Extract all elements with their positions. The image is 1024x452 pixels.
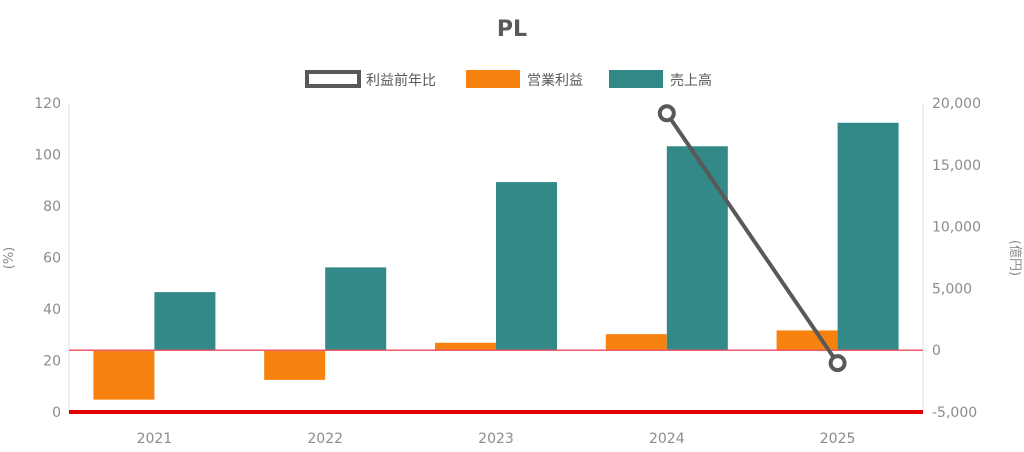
chart-title: PL <box>497 17 527 42</box>
bar-operating-profit <box>264 350 326 380</box>
bar-sales <box>837 122 899 351</box>
bar-sales <box>496 182 557 351</box>
x-tick-label: 2024 <box>649 431 685 447</box>
legend-item-sales: 売上高 <box>609 70 712 89</box>
bar-sales <box>666 146 728 351</box>
legend-swatch-operating-profit <box>466 70 520 88</box>
y-left-tick-label: 80 <box>43 199 61 215</box>
y-left-tick-label: 100 <box>34 148 61 164</box>
x-tick-label: 2022 <box>307 431 343 447</box>
y-right-tick-label: -5,000 <box>932 405 977 421</box>
y-left-tick-label: 40 <box>43 302 61 318</box>
y-right-tick-label: 0 <box>932 343 941 359</box>
point-profit-yoy <box>657 104 676 123</box>
y-right-tick-label: 20,000 <box>932 96 981 112</box>
legend-swatch-sales <box>609 70 663 88</box>
line-profit-yoy <box>665 112 840 365</box>
legend-swatch-profit-yoy <box>305 70 361 88</box>
bar-operating-profit <box>605 334 667 351</box>
legend-label-operating-profit: 営業利益 <box>527 73 583 89</box>
x-tick-label: 2023 <box>478 431 514 447</box>
y-left-tick-label: 20 <box>43 354 61 370</box>
y-right-tick-label: 5,000 <box>932 281 972 297</box>
plot-area: 0 20 40 60 80 100 120 -5,000 0 5,000 10,000 15,000 2… <box>34 96 981 447</box>
legend-label-profit-yoy: 利益前年比 <box>366 72 436 89</box>
y-right-axis-title: (億円) <box>1007 240 1023 276</box>
y-left-tick-label: 0 <box>52 405 61 421</box>
legend-label-sales: 売上高 <box>670 72 712 89</box>
legend: 利益前年比 営業利益 売上高 <box>305 70 712 89</box>
bar-operating-profit <box>93 350 155 400</box>
point-profit-yoy <box>828 354 847 373</box>
y-right-tick-label: 10,000 <box>932 220 981 236</box>
bar-operating-profit <box>435 342 496 351</box>
y-left-tick-label: 120 <box>34 96 61 112</box>
bar-operating-profit <box>776 330 838 351</box>
x-tick-label: 2025 <box>820 431 856 447</box>
legend-item-profit-yoy: 利益前年比 <box>305 70 436 89</box>
bar-sales <box>154 292 216 351</box>
bar-sales <box>325 267 387 351</box>
y-right-tick-label: 15,000 <box>932 158 981 174</box>
legend-item-operating-profit: 営業利益 <box>466 70 583 89</box>
y-left-tick-label: 60 <box>43 251 61 267</box>
x-tick-label: 2021 <box>137 431 173 447</box>
y-left-axis-title: (%) <box>2 247 17 270</box>
